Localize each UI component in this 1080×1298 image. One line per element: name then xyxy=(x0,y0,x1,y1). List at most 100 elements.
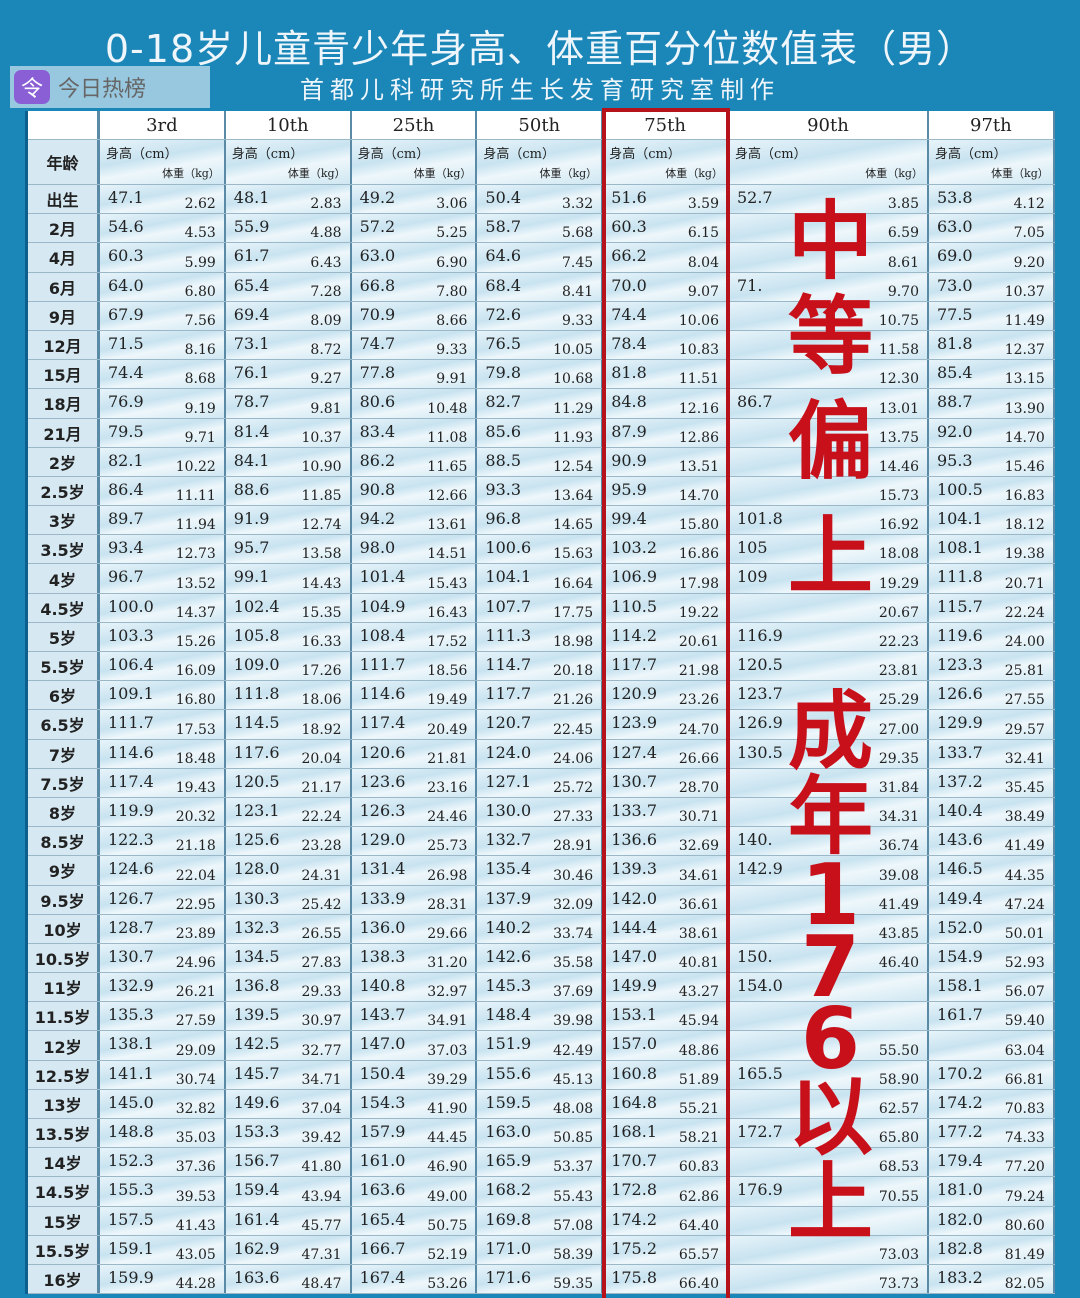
height-value: 165.5 xyxy=(736,1063,783,1083)
height-value: 116.9 xyxy=(736,625,783,645)
overlay-char: 年 xyxy=(788,768,874,867)
value-cell: 68.53 xyxy=(728,1148,929,1177)
height-value: 76.1 xyxy=(233,363,270,383)
height-value: 156.7 xyxy=(233,1151,280,1171)
value-cell: 94.2 13.61 xyxy=(351,506,478,535)
value-cell: 126.9 27.00 xyxy=(728,710,929,739)
value-cell: 63.0 7.05 xyxy=(928,214,1055,243)
weight-value: 14.70 xyxy=(1004,429,1045,446)
watermark-text: 今日热榜 xyxy=(58,77,147,102)
value-cell: 142.0 36.61 xyxy=(603,885,729,914)
height-value: 130.7 xyxy=(108,946,154,966)
weight-unit-label: 体重（kg） xyxy=(162,167,220,180)
height-value: 83.4 xyxy=(359,421,396,441)
value-cell: 86.4 11.11 xyxy=(100,476,226,506)
height-value: 111.7 xyxy=(359,655,406,674)
weight-value: 7.28 xyxy=(310,283,342,300)
weight-value: 11.94 xyxy=(175,517,216,534)
value-cell: 114.5 18.92 xyxy=(225,710,352,739)
height-value: 141.1 xyxy=(108,1063,154,1083)
weight-value: 27.59 xyxy=(175,1013,216,1030)
weight-value: 6.15 xyxy=(687,225,719,242)
height-value: 126.3 xyxy=(359,800,406,820)
weight-value: 49.00 xyxy=(427,1188,468,1205)
height-value: 81.8 xyxy=(611,363,647,383)
value-cell: 68.4 8.41 xyxy=(477,272,604,301)
age-cell: 6.5岁 xyxy=(28,710,100,739)
value-cell: 110.5 19.22 xyxy=(603,593,729,622)
height-unit-label: 身高（cm） xyxy=(106,147,178,162)
value-cell: 149.9 43.27 xyxy=(603,973,729,1002)
value-cell: 145.0 32.82 xyxy=(100,1089,226,1118)
height-value: 147.0 xyxy=(359,1034,406,1054)
height-value: 49.2 xyxy=(359,188,396,207)
annotation-overlay-2: 成年 176 以上 xyxy=(788,690,873,1246)
height-value: 108.4 xyxy=(359,625,406,645)
weight-value: 34.31 xyxy=(878,809,919,826)
value-cell: 91.9 12.74 xyxy=(225,506,352,535)
weight-value: 9.19 xyxy=(184,400,216,417)
value-cell: 95.9 14.70 xyxy=(603,476,729,506)
weight-value: 29.09 xyxy=(175,1042,216,1059)
height-value: 153.3 xyxy=(233,1122,280,1141)
weight-value: 13.51 xyxy=(678,458,719,475)
height-value: 104.1 xyxy=(485,567,532,587)
height-value: 166.7 xyxy=(359,1238,406,1258)
height-value: 88.7 xyxy=(936,392,973,412)
weight-value: 9.20 xyxy=(1013,254,1045,271)
height-value: 127.4 xyxy=(611,742,657,762)
weight-value: 23.81 xyxy=(878,663,919,680)
weight-value: 45.77 xyxy=(301,1217,342,1234)
age-cell: 3岁 xyxy=(28,506,100,535)
value-cell: 130.5 29.35 xyxy=(728,739,929,768)
weight-value: 28.91 xyxy=(553,838,594,855)
height-value: 139.5 xyxy=(233,1005,280,1025)
height-value: 142.9 xyxy=(736,859,783,879)
height-value: 89.7 xyxy=(108,509,144,529)
height-unit-label: 身高（cm） xyxy=(357,147,430,162)
weight-value: 21.26 xyxy=(553,692,594,709)
value-cell: 140.4 38.49 xyxy=(928,797,1055,827)
page-subtitle: 首都儿科研究所生长发育研究室制作 xyxy=(300,76,780,104)
value-cell: 153.3 39.42 xyxy=(225,1119,352,1148)
weight-value: 24.46 xyxy=(427,809,468,826)
weight-value: 8.66 xyxy=(436,312,468,329)
value-cell: 34.31 xyxy=(728,797,929,827)
height-value: 152.0 xyxy=(936,917,983,937)
weight-value: 6.59 xyxy=(887,225,919,242)
weight-value: 27.55 xyxy=(1004,692,1045,709)
value-cell: 96.7 13.52 xyxy=(100,564,226,593)
weight-value: 35.45 xyxy=(1004,779,1045,796)
height-value: 47.1 xyxy=(108,188,144,207)
height-value: 136.6 xyxy=(611,830,657,850)
weight-value: 21.17 xyxy=(301,779,342,796)
weight-value: 25.73 xyxy=(427,838,468,855)
weight-value: 16.09 xyxy=(175,663,216,680)
height-value: 73.0 xyxy=(936,275,973,295)
weight-value: 26.66 xyxy=(678,750,719,767)
weight-value: 29.33 xyxy=(301,984,342,1001)
height-value: 152.3 xyxy=(108,1151,154,1171)
value-cell: 111.8 18.06 xyxy=(225,681,352,710)
value-cell: 8.61 xyxy=(728,243,929,272)
height-value: 95.9 xyxy=(611,479,647,499)
height-value: 104.1 xyxy=(936,509,983,529)
age-cell: 16岁 xyxy=(28,1264,100,1294)
value-cell: 74.7 9.33 xyxy=(351,330,478,360)
weight-value: 44.35 xyxy=(1004,867,1045,884)
height-value: 64.6 xyxy=(485,246,522,266)
height-value: 66.8 xyxy=(359,275,396,295)
height-value: 145.7 xyxy=(233,1063,280,1083)
weight-value: 9.33 xyxy=(562,312,594,329)
height-unit-label: 身高（cm） xyxy=(934,147,1007,162)
weight-value: 82.05 xyxy=(1004,1276,1045,1293)
weight-value: 45.13 xyxy=(553,1071,594,1088)
weight-value: 41.80 xyxy=(301,1159,342,1176)
height-value: 71. xyxy=(736,275,763,295)
height-value: 71.5 xyxy=(108,333,144,353)
value-cell: 145.3 37.69 xyxy=(477,973,604,1002)
weight-value: 24.00 xyxy=(1004,634,1045,650)
value-cell: 182.0 80.60 xyxy=(928,1206,1055,1235)
table-row: 12.5岁 141.1 30.74 145.7 34.71 150.4 39.29 155.6… xyxy=(28,1060,1055,1090)
value-cell: 130.3 25.42 xyxy=(225,885,352,914)
